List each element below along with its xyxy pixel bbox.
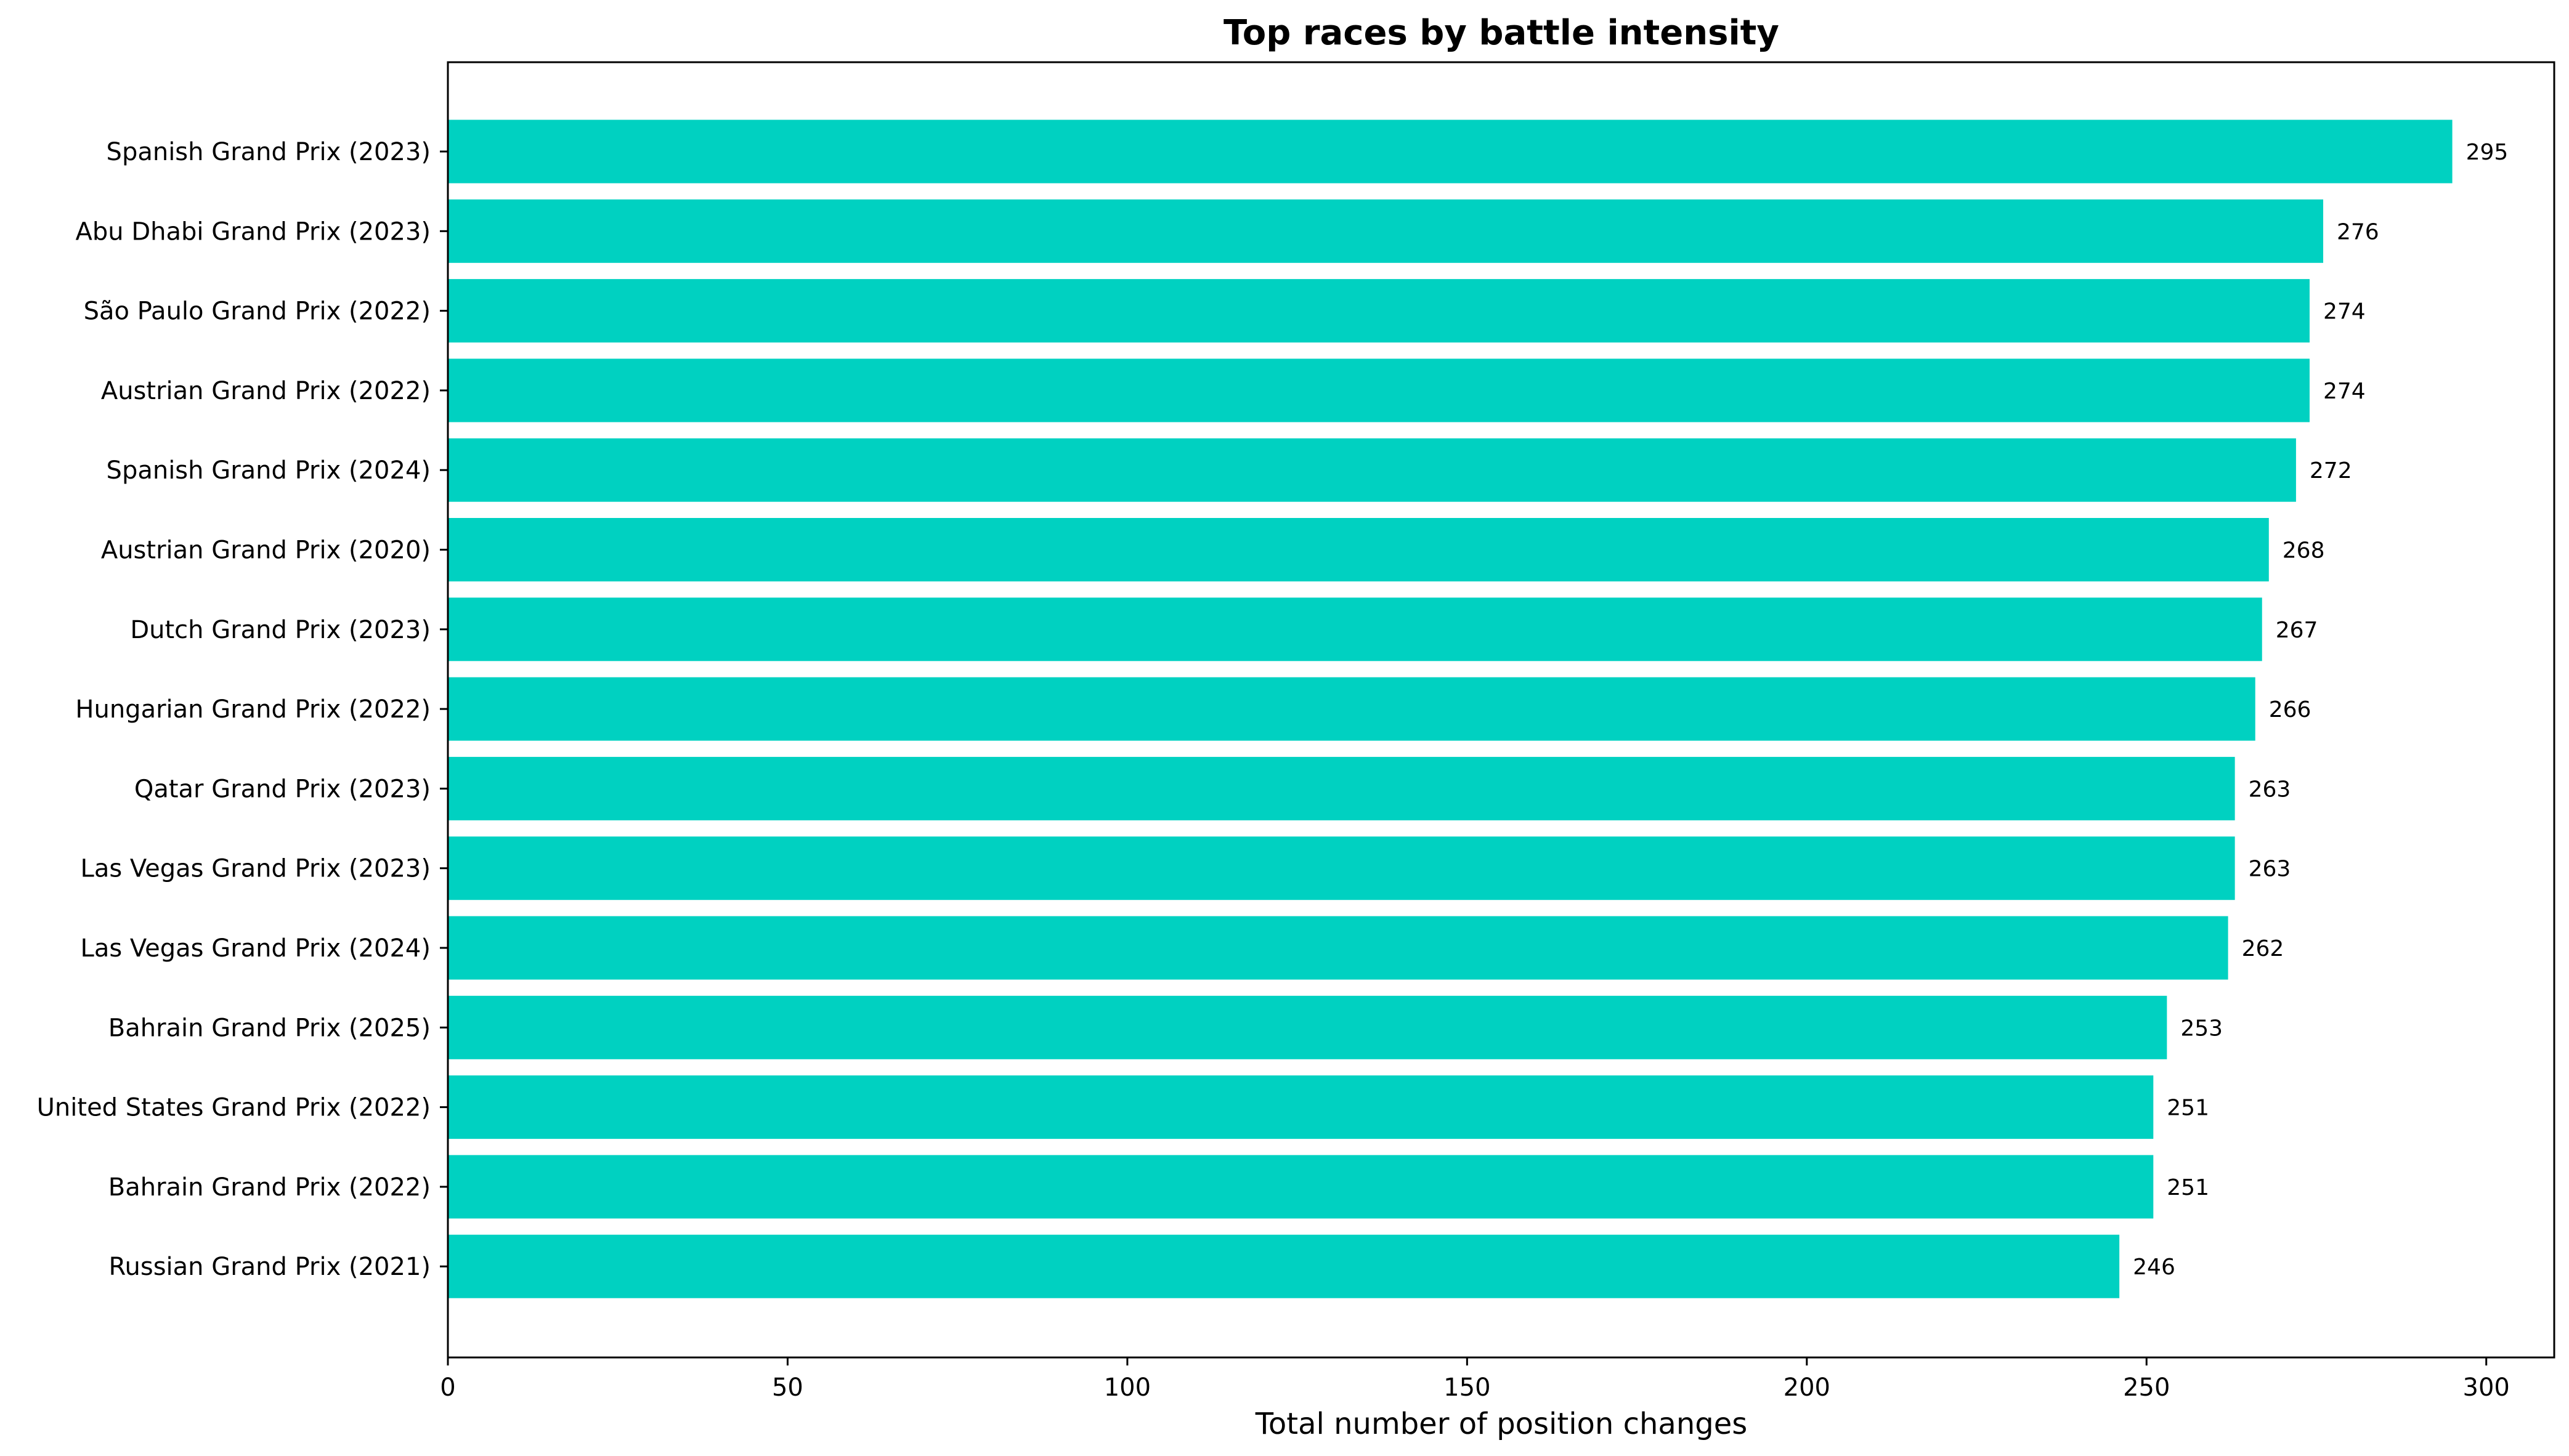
bar	[448, 836, 2235, 900]
bar	[448, 677, 2255, 741]
bar	[448, 358, 2310, 423]
bar	[448, 756, 2235, 820]
chart-title: Top races by battle intensity	[1224, 13, 1779, 53]
data-labels-layer: 295 276 274 274 272 268 267 266 263 263 262 253 251 2…	[2133, 140, 2508, 1280]
x-tick-label: 200	[1784, 1373, 1830, 1402]
x-tick-label: 0	[440, 1373, 455, 1402]
bar	[448, 1075, 2154, 1139]
x-axis-label: Total number of position changes	[1255, 1407, 1748, 1441]
x-tick-label: 250	[2123, 1373, 2170, 1402]
y-tick-label: Las Vegas Grand Prix (2024)	[81, 934, 431, 963]
y-tick-label: São Paulo Grand Prix (2022)	[84, 297, 431, 326]
y-tick-label: Dutch Grand Prix (2023)	[130, 616, 431, 644]
x-axis: 0 50 100 150 200 250 300	[440, 1357, 2510, 1402]
y-tick-label: Russian Grand Prix (2021)	[109, 1253, 431, 1281]
bar	[448, 1234, 2120, 1298]
y-tick-label: Spanish Grand Prix (2024)	[107, 456, 431, 485]
bar-value-label: 267	[2276, 618, 2318, 643]
bar	[448, 916, 2228, 980]
y-tick-label: Abu Dhabi Grand Prix (2023)	[76, 217, 431, 246]
x-tick-label: 100	[1104, 1373, 1151, 1402]
y-tick-label: Bahrain Grand Prix (2025)	[108, 1014, 431, 1042]
bar-value-label: 295	[2466, 140, 2509, 165]
plot-frame	[447, 61, 2555, 1359]
bar-value-label: 263	[2249, 857, 2291, 882]
bar-value-label: 266	[2269, 697, 2311, 722]
bar-value-label: 276	[2337, 219, 2379, 245]
bar-value-label: 246	[2133, 1255, 2175, 1280]
bar	[448, 279, 2310, 343]
x-tick-label: 50	[772, 1373, 803, 1402]
bar	[448, 995, 2167, 1059]
bar-value-label: 274	[2323, 299, 2366, 325]
x-tick-label: 150	[1443, 1373, 1490, 1402]
bar-value-label: 251	[2167, 1096, 2209, 1121]
bar	[448, 199, 2324, 263]
bar-value-label: 274	[2323, 379, 2366, 404]
y-tick-label: Spanish Grand Prix (2023)	[107, 138, 431, 166]
bar	[448, 438, 2296, 502]
bar	[448, 119, 2453, 184]
bar-value-label: 272	[2310, 458, 2352, 483]
y-tick-label: Austrian Grand Prix (2022)	[101, 377, 431, 405]
y-tick-label: Bahrain Grand Prix (2022)	[108, 1173, 431, 1202]
bar	[448, 597, 2262, 661]
x-tick-label: 300	[2463, 1373, 2510, 1402]
bar-value-label: 253	[2180, 1016, 2223, 1041]
y-tick-label: Austrian Grand Prix (2020)	[101, 536, 431, 565]
y-tick-label: United States Grand Prix (2022)	[37, 1094, 431, 1122]
y-axis: Spanish Grand Prix (2023) Abu Dhabi Grand…	[37, 138, 448, 1281]
bar-value-label: 251	[2167, 1175, 2209, 1200]
y-tick-label: Hungarian Grand Prix (2022)	[75, 695, 431, 724]
bar-value-label: 268	[2283, 538, 2325, 564]
y-tick-label: Las Vegas Grand Prix (2023)	[81, 855, 431, 883]
bar-value-label: 263	[2249, 777, 2291, 802]
bar	[448, 1155, 2154, 1219]
y-tick-label: Qatar Grand Prix (2023)	[134, 775, 431, 803]
bars-layer	[448, 119, 2453, 1298]
bar	[448, 518, 2269, 581]
bar-value-label: 262	[2242, 936, 2284, 961]
